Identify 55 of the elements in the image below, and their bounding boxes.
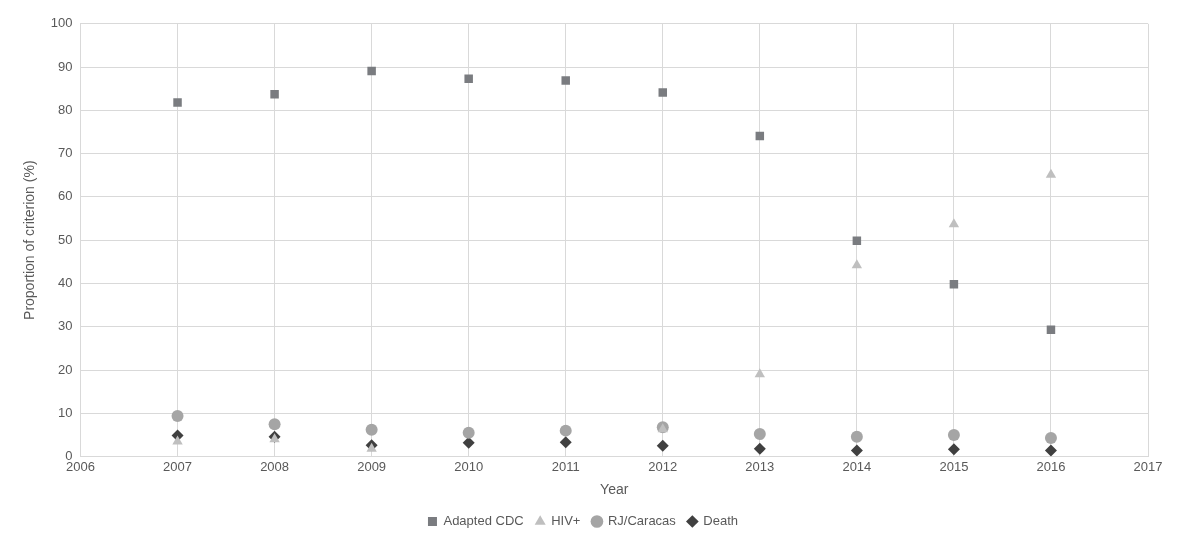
y-tick-label: 10 [58, 404, 73, 420]
x-tick-label: 2009 [357, 458, 387, 474]
y-tick-label: 80 [58, 101, 73, 117]
point [1044, 431, 1057, 444]
point [754, 368, 766, 378]
point [268, 418, 281, 431]
point [850, 430, 863, 443]
y-tick-label: 50 [58, 231, 73, 247]
point [365, 423, 378, 436]
point [367, 66, 376, 76]
x-tick-label: 2016 [1036, 458, 1066, 474]
point [270, 90, 279, 99]
point [753, 442, 766, 455]
y-tick-label: 70 [58, 145, 73, 161]
legend-label: HIV+ [551, 513, 581, 529]
point [658, 88, 668, 97]
point [561, 76, 570, 85]
point [753, 428, 766, 441]
y-axis-title: Proportion of criterion (%) [21, 160, 38, 320]
x-tick-label: 2007 [163, 458, 192, 474]
x-axis-title: Year [600, 481, 629, 498]
x-tick-label: 2011 [551, 458, 580, 474]
point [852, 236, 862, 245]
point [947, 428, 960, 441]
x-tick-label: 2015 [939, 458, 969, 474]
y-tick-label: 40 [58, 275, 73, 291]
x-tick-label: 2014 [842, 458, 872, 474]
point [559, 424, 572, 437]
point [949, 280, 959, 289]
legend-label: RJ/Caracas [607, 513, 677, 529]
point [850, 444, 863, 457]
x-tick-label: 2012 [648, 458, 678, 474]
y-tick-label: 100 [50, 15, 73, 31]
point [462, 426, 475, 439]
y-tick-label: 30 [58, 318, 73, 334]
point [948, 218, 960, 228]
y-tick-label: 20 [58, 361, 73, 377]
y-tick-label: 60 [58, 188, 73, 204]
point [656, 439, 669, 452]
legend-label: Adapted CDC [443, 513, 524, 529]
x-tick-label: 2008 [260, 458, 290, 474]
x-tick-label: 2013 [745, 458, 775, 474]
point [173, 98, 182, 107]
point [947, 443, 960, 456]
x-tick-label: 2017 [1133, 458, 1163, 474]
point [1044, 444, 1057, 457]
point [172, 435, 183, 445]
point [851, 259, 863, 269]
x-tick-label: 2010 [454, 458, 484, 474]
point [464, 74, 473, 84]
y-tick-label: 90 [58, 58, 73, 74]
point [1045, 168, 1057, 178]
point [171, 409, 184, 422]
legend-label: Death [703, 513, 739, 529]
point [559, 436, 572, 449]
